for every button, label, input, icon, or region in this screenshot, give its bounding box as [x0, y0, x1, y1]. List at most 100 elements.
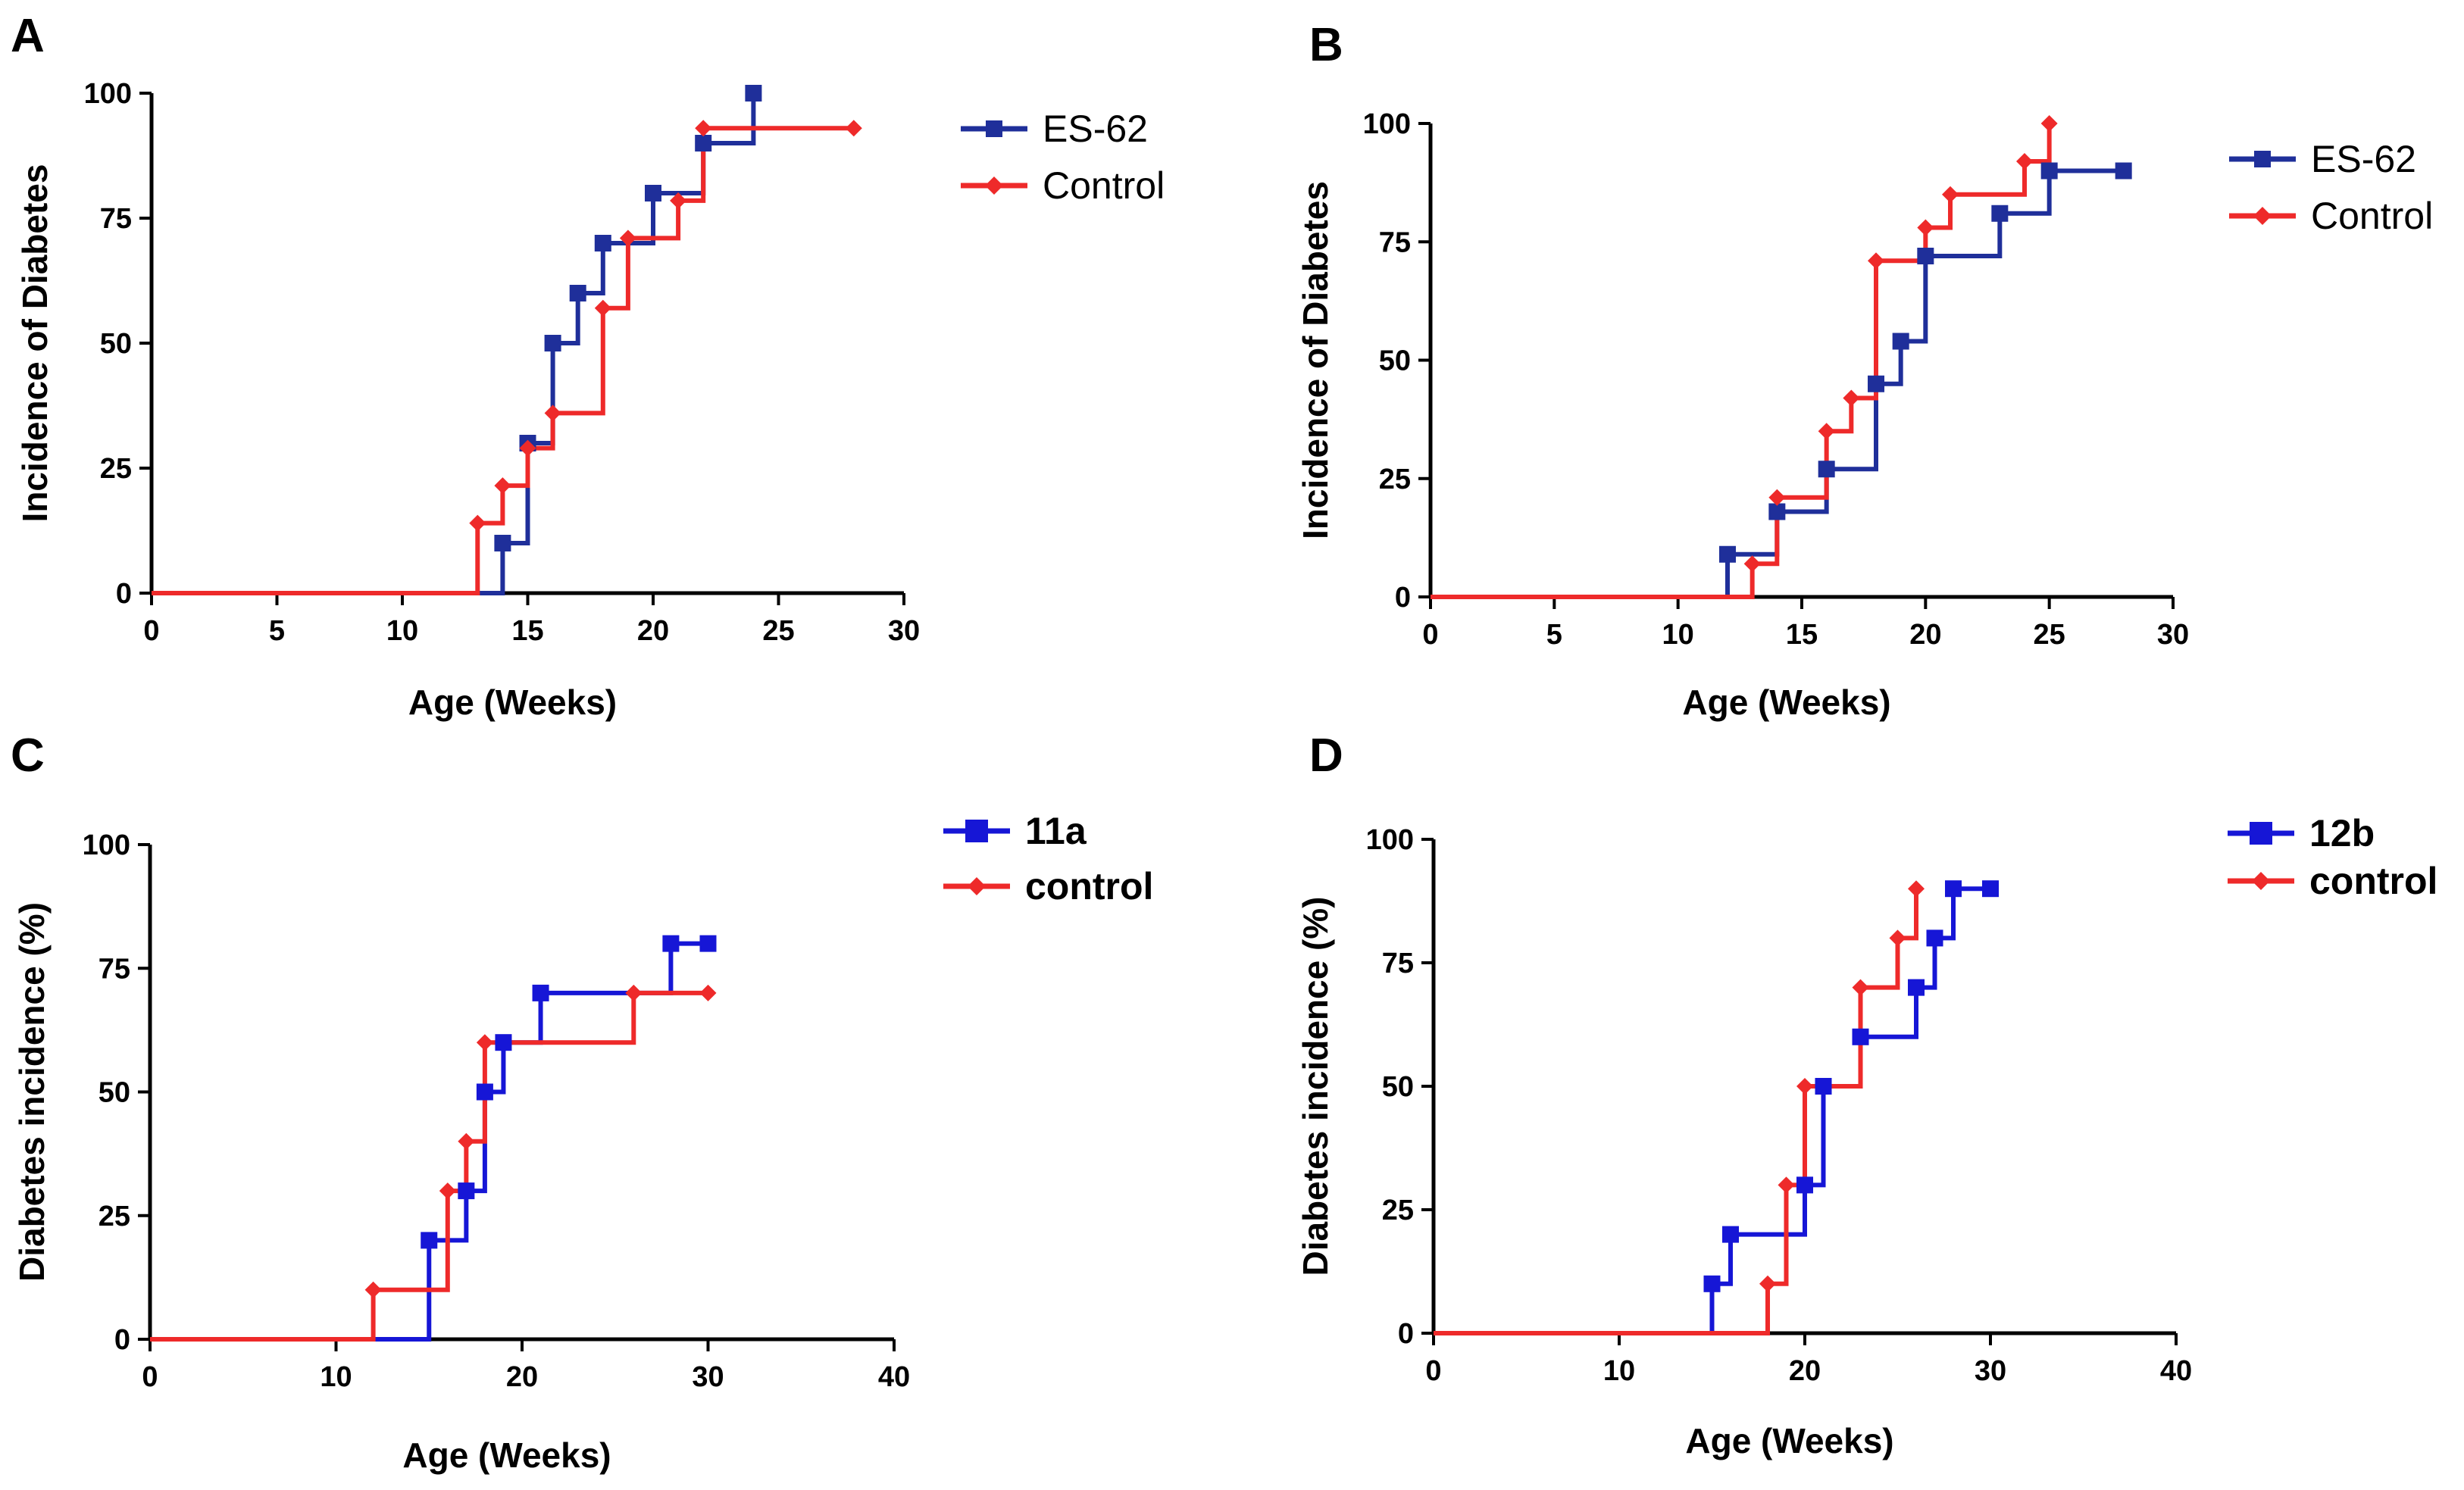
- y-tick-label: 75: [100, 203, 132, 235]
- x-tick-label: 5: [269, 615, 285, 647]
- data-point-12b: [1722, 1226, 1739, 1243]
- data-point-control: [1852, 979, 1869, 996]
- y-tick-label: 50: [1379, 345, 1411, 377]
- x-tick-label: 15: [1786, 619, 1818, 651]
- y-tick-label: 75: [98, 953, 130, 985]
- y-tick-label: 100: [1366, 824, 1414, 856]
- data-point-control: [1843, 389, 1860, 407]
- data-point-es-62: [1917, 248, 1934, 264]
- panel-letter-d: D: [1309, 729, 1343, 782]
- y-tick-label: 25: [1379, 464, 1411, 495]
- y-axis-title: Diabetes incidence (%): [12, 902, 52, 1282]
- data-point-es-62: [1991, 205, 2009, 222]
- data-point-control: [494, 477, 511, 495]
- data-point-control: [1768, 489, 1786, 506]
- panel-letter-a: A: [11, 10, 45, 62]
- x-axis-title: Age (Weeks): [1682, 683, 1890, 722]
- data-point-control: [695, 120, 712, 137]
- data-point-11a: [421, 1232, 438, 1249]
- legend-marker-11a: [965, 820, 988, 842]
- y-tick-label: 100: [83, 829, 130, 861]
- data-point-es-62: [594, 235, 611, 251]
- data-point-es-62: [695, 135, 712, 151]
- x-tick-label: 0: [1425, 1355, 1441, 1387]
- x-tick-label: 25: [762, 615, 794, 647]
- data-point-12b: [1703, 1275, 1721, 1292]
- data-point-control: [845, 120, 862, 137]
- legend-label-control: control: [1025, 865, 1153, 907]
- data-point-12b: [1926, 929, 1943, 947]
- data-point-11a: [662, 935, 680, 952]
- panel-c: C 0 25 50 75 100 0 10 20 30 40 Age (Weeks) Diabetes …: [11, 729, 1153, 1475]
- data-point-12b: [1796, 1176, 1813, 1194]
- y-tick-label: 50: [98, 1077, 130, 1109]
- x-tick-label: 0: [143, 615, 159, 647]
- y-tick-label: 0: [1395, 582, 1411, 614]
- x-tick-label: 20: [1789, 1355, 1821, 1387]
- data-point-es-62: [1818, 461, 1835, 478]
- data-point-12b: [1982, 880, 1999, 898]
- data-point-control: [458, 1132, 475, 1150]
- y-tick-label: 25: [1382, 1195, 1414, 1226]
- x-tick-label: 20: [506, 1361, 538, 1393]
- data-point-control: [1743, 555, 1761, 573]
- data-point-control: [476, 1034, 493, 1051]
- x-tick-label: 30: [2157, 619, 2189, 651]
- data-point-11a: [495, 1034, 512, 1051]
- data-point-12b: [1945, 880, 1962, 898]
- y-tick-label: 100: [84, 78, 132, 110]
- x-tick-label: 0: [142, 1361, 158, 1393]
- data-point-control: [439, 1182, 456, 1200]
- x-tick-label: 40: [2160, 1355, 2192, 1387]
- x-tick-label: 30: [888, 615, 920, 647]
- panel-d: D 0 25 50 75 100 0 10 20 30 40 Age (Weeks) Diabetes …: [1296, 729, 2437, 1460]
- legend-label-11a: 11a: [1025, 810, 1087, 852]
- data-point-control: [699, 984, 717, 1001]
- legend-marker-es-62: [2254, 151, 2271, 167]
- data-point-control: [1942, 186, 1959, 203]
- y-tick-label: 25: [100, 453, 132, 485]
- data-point-control: [1796, 1078, 1813, 1095]
- data-point-control: [1917, 219, 1934, 236]
- legend-label-12b: 12b: [2309, 812, 2375, 854]
- legend-marker-es-62: [986, 120, 1002, 137]
- data-point-es-62: [544, 335, 561, 351]
- x-tick-label: 10: [1603, 1355, 1635, 1387]
- legend-label-control: Control: [2311, 195, 2433, 237]
- y-tick-label: 0: [1398, 1318, 1414, 1350]
- x-tick-label: 10: [386, 615, 418, 647]
- legend-label-control: control: [2309, 860, 2437, 902]
- y-tick-label: 25: [98, 1201, 130, 1232]
- data-point-control: [2016, 153, 2033, 170]
- y-tick-label: 75: [1382, 948, 1414, 979]
- data-point-12b: [1815, 1078, 1832, 1095]
- data-point-12b: [1908, 979, 1925, 996]
- x-tick-label: 5: [1546, 619, 1562, 651]
- data-point-es-62: [2115, 162, 2132, 180]
- data-point-es-62: [494, 535, 511, 551]
- data-point-es-62: [745, 85, 762, 102]
- y-axis-title: Diabetes incidence (%): [1296, 896, 1335, 1276]
- legend-marker-control: [985, 176, 1003, 195]
- data-point-es-62: [1768, 503, 1786, 520]
- x-tick-label: 10: [320, 1361, 352, 1393]
- data-point-control: [1889, 929, 1906, 947]
- data-point-es-62: [1892, 333, 1909, 350]
- x-tick-label: 30: [1975, 1355, 2006, 1387]
- data-point-control: [625, 984, 643, 1001]
- data-point-es-62: [1719, 545, 1736, 563]
- x-tick-label: 10: [1662, 619, 1694, 651]
- x-tick-label: 30: [692, 1361, 724, 1393]
- y-tick-label: 75: [1379, 226, 1411, 258]
- x-axis-title: Age (Weeks): [408, 683, 617, 722]
- y-axis-title: Incidence of Diabetes: [15, 164, 55, 523]
- data-point-control: [544, 405, 561, 422]
- data-point-control: [519, 439, 536, 457]
- x-axis-title: Age (Weeks): [1685, 1421, 1893, 1460]
- data-point-es-62: [569, 285, 586, 301]
- x-tick-label: 25: [2034, 619, 2065, 651]
- panel-b: B 0 25 50 75 100 0 5 10 15 20 25 30 Age (Weeks) Incide…: [1296, 19, 2433, 722]
- data-point-control: [594, 299, 611, 317]
